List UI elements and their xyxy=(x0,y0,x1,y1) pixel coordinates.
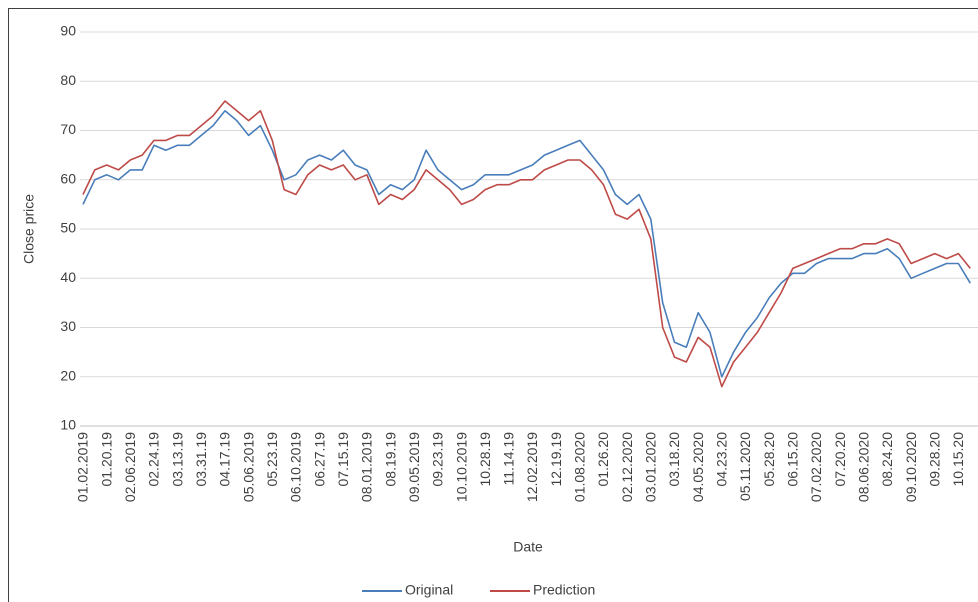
x-tick-label: 07.15.19 xyxy=(335,432,351,487)
x-tick-label: 04.05.2020 xyxy=(690,432,706,502)
x-tick-label: 05.11.2020 xyxy=(737,432,753,501)
y-axis-label: Close price xyxy=(21,194,37,264)
y-tick-label: 10 xyxy=(60,417,76,433)
series-line xyxy=(82,110,971,378)
x-tick-label: 05.06.2019 xyxy=(240,432,256,502)
x-tick-label: 02.06.2019 xyxy=(122,432,138,502)
frame xyxy=(8,8,978,602)
y-tick-label: 70 xyxy=(60,121,76,137)
x-tick-label: 08.01.2019 xyxy=(359,432,375,502)
x-axis-label: Date xyxy=(513,539,543,555)
x-tick-label: 03.18.20 xyxy=(666,432,682,487)
legend-label: Prediction xyxy=(533,582,595,598)
x-tick-label: 01.26.20 xyxy=(595,432,611,487)
x-tick-label: 08.24.20 xyxy=(879,432,895,487)
x-tick-label: 03.31.19 xyxy=(193,432,209,487)
x-tick-label: 12.19.19 xyxy=(548,432,564,487)
x-tick-label: 01.20.19 xyxy=(98,432,114,487)
x-tick-label: 12.02.2019 xyxy=(524,432,540,502)
x-tick-label: 04.23.20 xyxy=(714,432,730,487)
y-tick-label: 60 xyxy=(60,170,76,186)
x-tick-label: 03.01.2020 xyxy=(643,432,659,502)
x-tick-label: 02.12.2020 xyxy=(619,432,635,502)
x-tick-label: 02.24.19 xyxy=(146,432,162,487)
x-tick-label: 05.28.20 xyxy=(761,432,777,487)
x-tick-label: 10.10.2019 xyxy=(453,432,469,502)
y-tick-label: 30 xyxy=(60,318,76,334)
x-tick-label: 10.28.19 xyxy=(477,432,493,487)
x-tick-label: 05.23.19 xyxy=(264,432,280,487)
x-tick-label: 09.10.2020 xyxy=(903,432,919,502)
x-tick-label: 09.28.20 xyxy=(926,432,942,487)
x-tick-label: 07.02.2020 xyxy=(808,432,824,502)
x-tick-label: 10.15.20 xyxy=(950,432,966,487)
y-tick-label: 20 xyxy=(60,367,76,383)
y-tick-label: 40 xyxy=(60,269,76,285)
x-tick-label: 01.08.2020 xyxy=(572,432,588,502)
x-tick-label: 09.05.2019 xyxy=(406,432,422,502)
x-tick-label: 01.02.2019 xyxy=(75,432,91,502)
x-tick-label: 06.27.19 xyxy=(311,432,327,487)
x-tick-label: 11.14.19 xyxy=(501,432,517,486)
x-tick-label: 04.17.19 xyxy=(217,432,233,487)
y-tick-label: 80 xyxy=(60,72,76,88)
x-tick-label: 07.20.20 xyxy=(832,432,848,487)
y-tick-label: 50 xyxy=(60,220,76,236)
x-tick-label: 06.10.2019 xyxy=(288,432,304,502)
x-tick-label: 08.06.2020 xyxy=(855,432,871,502)
x-tick-label: 08.19.19 xyxy=(382,432,398,487)
y-tick-label: 90 xyxy=(60,23,76,39)
x-tick-label: 09.23.19 xyxy=(430,432,446,487)
x-tick-label: 03.13.19 xyxy=(169,432,185,487)
x-tick-label: 06.15.20 xyxy=(785,432,801,487)
series-line xyxy=(82,100,971,388)
legend-label: Original xyxy=(405,582,453,598)
